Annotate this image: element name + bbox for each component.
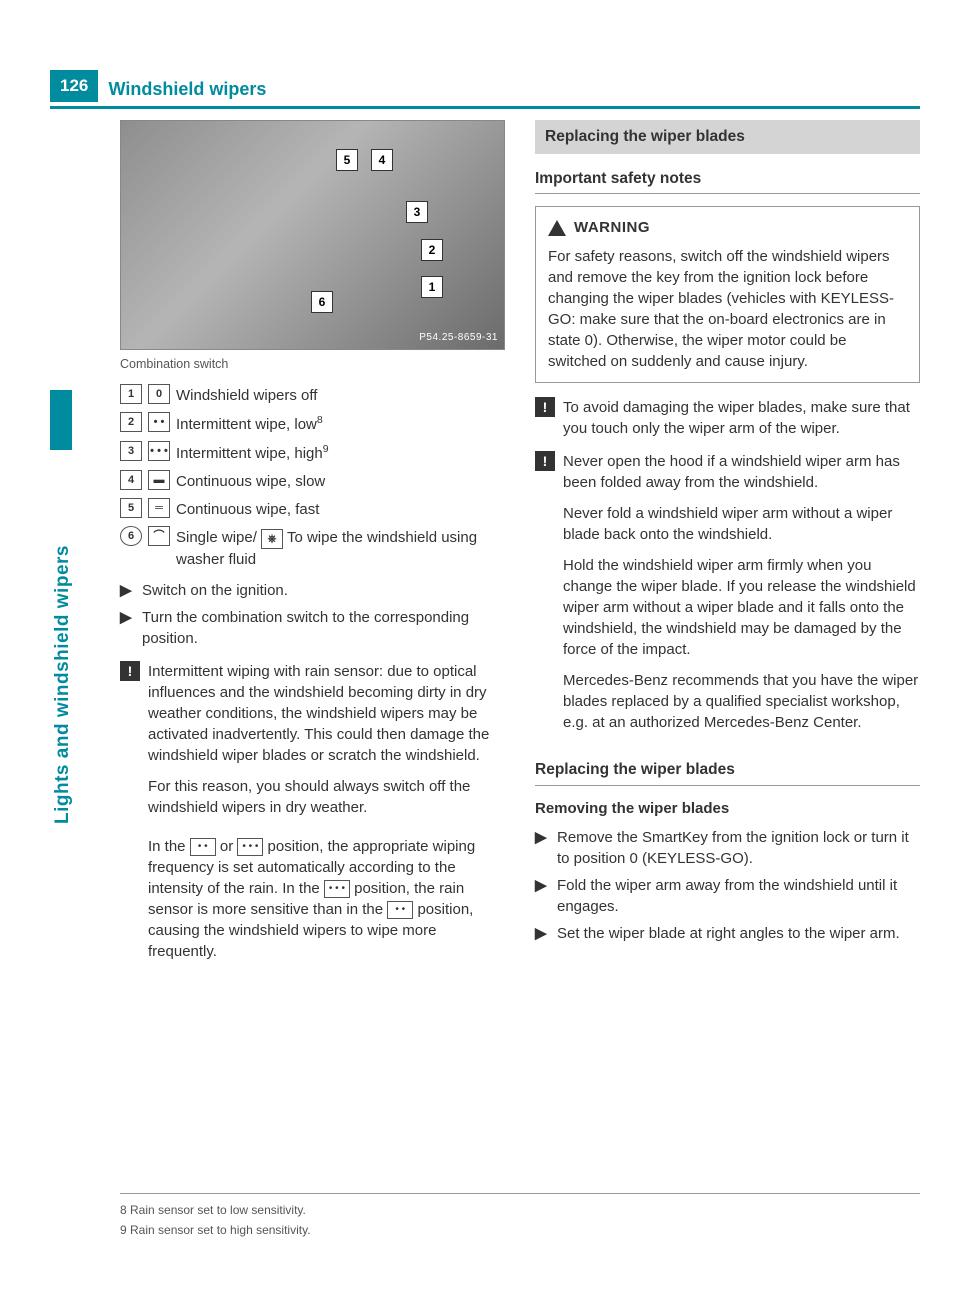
note-paragraph: Never fold a windshield wiper arm withou…: [563, 503, 920, 545]
note-paragraph: Intermittent wiping with rain sensor: du…: [148, 661, 505, 766]
left-column: P54.25-8659-31 543216 Combination switch…: [120, 120, 505, 974]
step-arrow-icon: ▶: [535, 923, 549, 944]
step-item: ▶Fold the wiper arm away from the windsh…: [535, 875, 920, 917]
caution-text: Intermittent wiping with rain sensor: du…: [148, 661, 505, 828]
legend-number: 4: [120, 470, 142, 490]
side-tab: [50, 390, 72, 450]
footnote: 9 Rain sensor set to high sensitivity.: [120, 1222, 920, 1239]
combination-switch-figure: P54.25-8659-31 54 3 2 1 6: [120, 120, 505, 350]
legend-text: To wipe the windshield using washer flui…: [176, 529, 477, 568]
warning-box: WARNING For safety reasons, switch off t…: [535, 206, 920, 383]
side-label: Lights and windshield wipers: [50, 460, 72, 910]
footnotes: 8 Rain sensor set to low sensitivity. 9 R…: [120, 1193, 920, 1242]
legend-number: 6: [120, 526, 142, 546]
legend-row: 6⌒Single wipe/ ⎈ To wipe the windshield …: [120, 526, 505, 570]
page-header: 126 Windshield wipers: [50, 70, 920, 109]
legend-symbol: ▬: [148, 470, 170, 490]
step-arrow-icon: ▶: [120, 580, 134, 601]
step-arrow-icon: ▶: [120, 607, 134, 649]
legend-text: Intermittent wipe, high9: [176, 441, 505, 464]
note-paragraph: Mercedes-Benz recommends that you have t…: [563, 670, 920, 733]
step-item: ▶Turn the combination switch to the corr…: [120, 607, 505, 649]
low-symbol: • •: [190, 838, 216, 856]
step-text: Turn the combination switch to the corre…: [142, 607, 505, 649]
right-column: Replacing the wiper blades Important saf…: [535, 120, 920, 974]
figure-caption: Combination switch: [120, 356, 505, 374]
low-symbol: • •: [387, 901, 413, 919]
caution-note: ! To avoid damaging the wiper blades, ma…: [535, 397, 920, 439]
text: or: [216, 838, 238, 855]
steps-list: ▶Switch on the ignition.▶Turn the combin…: [120, 580, 505, 649]
section-title: Replacing the wiper blades: [535, 120, 920, 154]
caution-text: To avoid damaging the wiper blades, make…: [563, 397, 920, 439]
legend-symbol: ═: [148, 498, 170, 518]
rain-sensor-para: In the • • or • • • position, the approp…: [148, 836, 505, 962]
step-arrow-icon: ▶: [535, 875, 549, 917]
legend-text: Continuous wipe, fast: [176, 498, 505, 520]
warning-triangle-icon: [548, 220, 566, 236]
figure-callout: 1: [421, 276, 443, 298]
figure-callout: 6: [311, 291, 333, 313]
legend-text: Intermittent wipe, low8: [176, 412, 505, 435]
legend-symbol: ⎈: [261, 529, 283, 549]
step-item: ▶Remove the SmartKey from the ignition l…: [535, 827, 920, 869]
legend-symbol: 0: [148, 384, 170, 404]
legend-number: 2: [120, 412, 142, 432]
figure-callout: 2: [421, 239, 443, 261]
legend-row: 4 ▬ Continuous wipe, slow: [120, 470, 505, 492]
warning-label: WARNING: [574, 217, 650, 238]
high-symbol: • • •: [324, 880, 350, 898]
step-item: ▶ Set the wiper blade at right angles to …: [535, 923, 920, 944]
step-item: ▶ Switch on the ignition.: [120, 580, 505, 601]
note-paragraph: Hold the windshield wiper arm firmly whe…: [563, 555, 920, 660]
legend-row: 10 Windshield wipers off: [120, 384, 505, 406]
caution-icon: !: [535, 397, 555, 417]
steps-list: ▶Remove the SmartKey from the ignition l…: [535, 827, 920, 944]
text: In the: [148, 838, 190, 855]
legend-symbol: ⌒: [148, 526, 170, 546]
legend-number: 3: [120, 441, 142, 461]
step-text: Set the wiper blade at right angles to t…: [557, 923, 900, 944]
legend-row: 5 ═ Continuous wipe, fast: [120, 498, 505, 520]
figure-callout: 3: [406, 201, 428, 223]
note-paragraph: Never open the hood if a windshield wipe…: [563, 451, 920, 493]
figure-callout: 4: [371, 149, 393, 171]
caution-note: ! Never open the hood if a windshield wi…: [535, 451, 920, 743]
footnote: 8 Rain sensor set to low sensitivity.: [120, 1202, 920, 1219]
legend-symbol: • •: [148, 412, 170, 432]
figure-callout: 5: [336, 149, 358, 171]
caution-note: ! Intermittent wiping with rain sensor: …: [120, 661, 505, 828]
legend-row: 3 • • • Intermittent wipe, high9: [120, 441, 505, 464]
removing-blades-heading: Removing the wiper blades: [535, 798, 920, 819]
page-number: 126: [50, 70, 98, 102]
legend-number: 1: [120, 384, 142, 404]
safety-notes-heading: Important safety notes: [535, 168, 920, 195]
high-symbol: • • •: [237, 838, 263, 856]
step-arrow-icon: ▶: [535, 827, 549, 869]
page: 126 Windshield wipers Lights and windshi…: [0, 0, 960, 1302]
replacing-blades-heading: Replacing the wiper blades: [535, 759, 920, 786]
header-title: Windshield wipers: [103, 77, 267, 102]
warning-text: For safety reasons, switch off the winds…: [548, 246, 907, 372]
legend-text: Windshield wipers off: [176, 384, 505, 406]
figure-id: P54.25-8659-31: [419, 331, 498, 345]
step-text: Fold the wiper arm away from the windshi…: [557, 875, 920, 917]
legend-number: 5: [120, 498, 142, 518]
warning-header: WARNING: [548, 217, 907, 238]
legend: 10 Windshield wipers off 2 • • Intermittent …: [120, 384, 505, 570]
caution-icon: !: [120, 661, 140, 681]
caution-text: Never open the hood if a windshield wipe…: [563, 451, 920, 743]
legend-text: Continuous wipe, slow: [176, 470, 505, 492]
note-paragraph: For this reason, you should always switc…: [148, 776, 505, 818]
caution-icon: !: [535, 451, 555, 471]
step-text: Switch on the ignition.: [142, 580, 288, 601]
step-text: Remove the SmartKey from the ignition lo…: [557, 827, 920, 869]
content-columns: P54.25-8659-31 543216 Combination switch…: [120, 120, 920, 974]
legend-symbol: • • •: [148, 441, 170, 461]
legend-row: 2 • • Intermittent wipe, low8: [120, 412, 505, 435]
